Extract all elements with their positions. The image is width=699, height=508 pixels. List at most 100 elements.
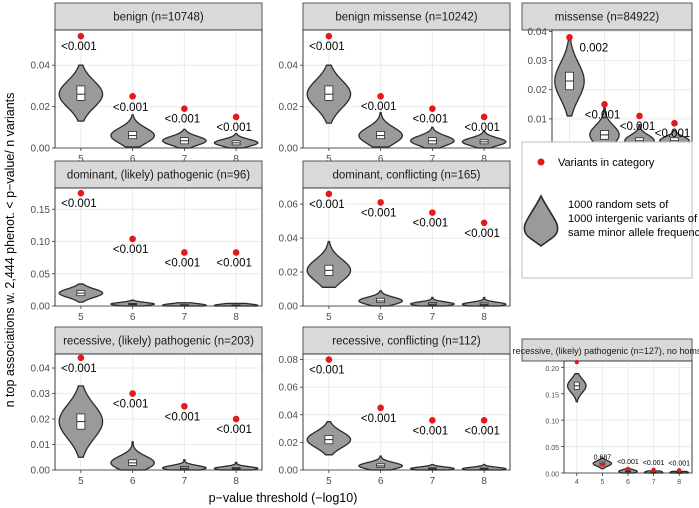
x-tick-label: 8 xyxy=(481,312,487,323)
p-value-label-8: <0.001 xyxy=(216,424,252,436)
panel-border xyxy=(302,29,511,149)
panel-title: dominant, (likely) pathogenic (n=96) xyxy=(67,170,250,182)
x-tick-label: 7 xyxy=(430,312,436,323)
p-value-label-6: <0.001 xyxy=(585,109,621,121)
p-value-label-5: <0.001 xyxy=(309,41,345,53)
p-value-label-8: <0.001 xyxy=(464,122,500,134)
category-point-6 xyxy=(601,100,608,108)
p-value-label-8: <0.001 xyxy=(216,122,252,134)
violin-7 xyxy=(161,459,207,471)
y-tick-label: 0.02 xyxy=(279,102,299,113)
panel-title: benign missense (n=10242) xyxy=(335,12,477,24)
boxplot-box-5 xyxy=(324,85,334,101)
y-tick-label: 0.08 xyxy=(279,355,299,366)
p-value-label-6: <0.001 xyxy=(617,459,639,466)
boxplot-box-6 xyxy=(128,131,138,140)
x-tick-label: 7 xyxy=(182,312,188,323)
y-axis-title: n top associations w. 2,444 phenot. < p−… xyxy=(3,93,17,408)
p-value-label-8: <0.001 xyxy=(655,128,691,140)
y-tick-label: 0.00 xyxy=(279,144,299,155)
p-value-label-6: <0.001 xyxy=(113,102,149,114)
y-tick-label: 0.20 xyxy=(545,366,559,373)
category-point-6 xyxy=(129,92,136,100)
x-tick-label: 7 xyxy=(430,154,436,165)
legend-point-icon xyxy=(537,158,545,166)
panel-title: missense (n=84922) xyxy=(555,12,660,24)
x-tick-label: 7 xyxy=(182,476,188,487)
panel-border xyxy=(302,187,511,307)
category-point-5 xyxy=(77,189,85,197)
x-axis-title: p−value threshold (−log10) xyxy=(209,491,358,505)
x-tick-label: 8 xyxy=(481,154,487,165)
p-value-label-7: <0.001 xyxy=(165,257,201,269)
panel-strip xyxy=(302,160,511,189)
panel-8: recessive, (likely) pathogenic (n=127), … xyxy=(513,338,699,486)
y-tick-label: 0.02 xyxy=(31,102,51,113)
x-tick-label: 8 xyxy=(233,312,239,323)
category-point-6 xyxy=(625,466,631,471)
y-tick-label: 0.02 xyxy=(279,268,299,279)
category-point-6 xyxy=(129,390,136,397)
p-value-label-5: <0.001 xyxy=(61,363,97,375)
x-tick-label: 7 xyxy=(182,154,188,165)
x-tick-label: 6 xyxy=(626,479,630,486)
y-tick-label: 0.03 xyxy=(31,389,51,400)
p-value-label-8: <0.001 xyxy=(668,460,690,467)
p-value-label-7: <0.001 xyxy=(413,114,449,126)
boxplot-box-5 xyxy=(76,85,86,101)
y-tick-label: 0.01 xyxy=(31,440,51,451)
y-tick-label: 0.03 xyxy=(528,56,548,67)
y-tick-label: 0.00 xyxy=(279,466,299,477)
p-value-label-8: <0.001 xyxy=(216,257,252,269)
violin-5 xyxy=(306,240,352,288)
p-value-label-7: <0.001 xyxy=(413,218,449,230)
p-value-label-7: <0.001 xyxy=(413,425,449,437)
y-tick-label: 0.00 xyxy=(31,302,51,313)
legend-violin-label-line-3: same minor allele frequency xyxy=(568,227,699,239)
panel-title: recessive, (likely) pathogenic (n=203) xyxy=(63,336,254,348)
y-tick-label: 0.04 xyxy=(279,61,299,72)
panel-strip xyxy=(521,2,693,31)
y-tick-label: 0.00 xyxy=(279,302,299,313)
violin-6 xyxy=(110,441,156,471)
p-value-label-7: <0.001 xyxy=(643,460,665,467)
violin-8 xyxy=(461,463,507,471)
category-point-8 xyxy=(480,219,488,227)
category-point-8 xyxy=(677,468,682,473)
category-point-5 xyxy=(566,33,573,41)
category-point-5 xyxy=(325,356,333,363)
violin-8 xyxy=(213,461,259,471)
category-point-5 xyxy=(600,462,605,467)
category-point-7 xyxy=(181,105,188,112)
p-value-label-7: <0.001 xyxy=(165,411,201,423)
panel-title: dominant, conflicting (n=165) xyxy=(333,170,481,182)
y-tick-label: 0.00 xyxy=(31,144,51,155)
p-value-label-5: <0.001 xyxy=(61,198,97,210)
y-tick-label: 0.05 xyxy=(545,445,559,452)
x-tick-label: 6 xyxy=(130,154,136,165)
panel-3: missense (n=84922)0.000.010.020.030.0456… xyxy=(521,2,693,165)
panel-1: benign (n=10748) 0.00 0.02 0.04 5 6 7 8 <0.001 <0… xyxy=(31,2,263,165)
x-tick-label: 6 xyxy=(378,154,384,165)
panel-strip xyxy=(54,2,263,31)
panel-border xyxy=(54,353,263,471)
category-point-8 xyxy=(232,415,240,423)
x-tick-label: 6 xyxy=(378,476,384,487)
p-value-label-6: <0.001 xyxy=(361,101,397,113)
x-tick-label: 5 xyxy=(78,154,84,165)
y-tick-label: 0.10 xyxy=(545,419,559,426)
y-tick-label: 0.04 xyxy=(31,61,51,72)
p-value-label-5: 0.687 xyxy=(594,455,612,462)
y-tick-label: 0.10 xyxy=(31,237,51,248)
y-tick-label: 0.00 xyxy=(545,472,559,479)
x-tick-label: 6 xyxy=(378,312,384,323)
p-value-label-6: <0.001 xyxy=(113,244,149,256)
y-tick-label: 0.04 xyxy=(279,234,299,245)
y-tick-label: 0.04 xyxy=(279,410,299,421)
panel-6: recessive, (likely) pathogenic (n=203) 0.… xyxy=(31,326,263,487)
violin-7 xyxy=(409,296,455,307)
x-tick-label: 5 xyxy=(326,476,332,487)
panel-strip xyxy=(54,326,263,355)
y-tick-label: 0.04 xyxy=(31,364,51,375)
